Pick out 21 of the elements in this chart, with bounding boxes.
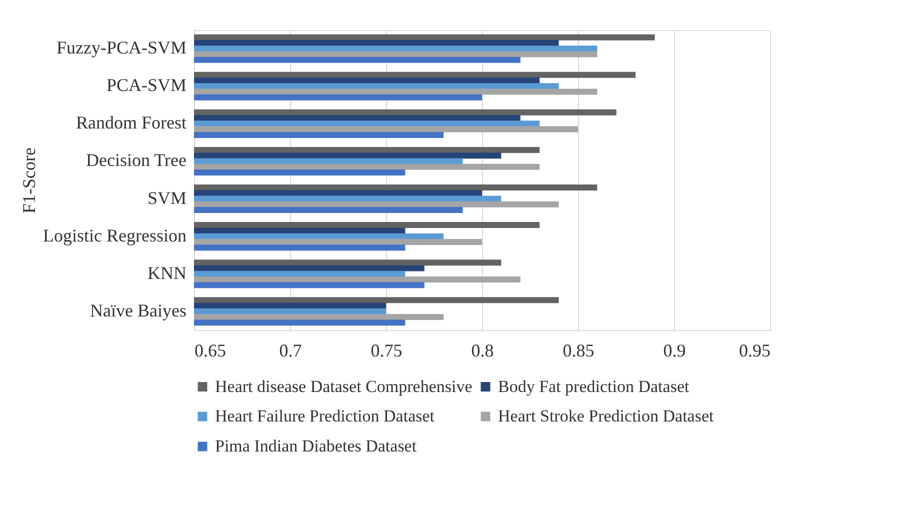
y-tick-label: Naïve Baiyes [90,300,186,320]
x-tick-label: 0.8 [471,340,494,360]
x-tick-label: 0.75 [370,340,402,360]
y-tick-label: Fuzzy-PCA-SVM [56,38,186,58]
x-tick-label: 0.65 [194,340,226,360]
legend-label: Body Fat prediction Dataset [498,376,690,396]
y-tick-label: Decision Tree [86,150,187,170]
legend-label: Pima Indian Diabetes Dataset [215,436,417,456]
y-tick-label: SVM [147,188,186,208]
y-tick-label: KNN [148,262,186,283]
y-tick-label: PCA-SVM [106,75,186,96]
y-tick-label: Random Forest [76,112,186,133]
legend-label: Heart disease Dataset Comprehensive [215,376,472,396]
x-tick-label: 0.9 [663,340,686,360]
legend-label: Heart Stroke Prediction Dataset [498,406,714,426]
x-tick-label: 0.7 [279,340,302,360]
y-axis-title: F1-Score [19,148,40,214]
x-tick-label: 0.85 [562,340,594,360]
y-tick-label: Logistic Regression [43,225,186,246]
legend-label: Heart Failure Prediction Dataset [215,406,435,426]
x-tick-label: 0.95 [739,340,770,360]
